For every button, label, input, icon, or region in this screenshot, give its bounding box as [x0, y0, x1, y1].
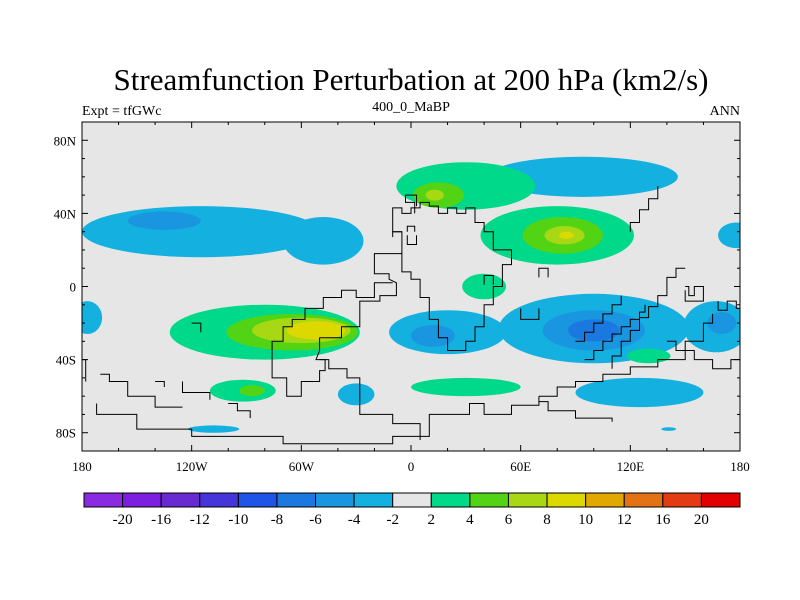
- colorbar-box-15: [662, 492, 702, 508]
- contour-arctic-asia-negative: [487, 156, 678, 197]
- colorbar-label-15: 20: [694, 512, 709, 528]
- coastline-18: [100, 373, 183, 408]
- contour-nh-pacific-negative-east: [283, 217, 364, 265]
- coastline-22: [392, 231, 402, 238]
- colorbar-box-9: [430, 492, 471, 508]
- colorbar-label-9: 4: [466, 512, 474, 528]
- coastline-1: [392, 201, 512, 351]
- contour-south-atlantic-negative: [337, 383, 375, 406]
- y-tick-label-0: 80N: [54, 133, 77, 148]
- colorbar-box-7: [353, 492, 394, 508]
- chart-title: Streamfunction Perturbation at 200 hPa (…: [114, 62, 709, 97]
- coastline-3: [406, 235, 417, 245]
- coastline-19: [228, 403, 251, 419]
- y-tick-label-1: 40N: [54, 206, 77, 221]
- coastline-2: [405, 194, 417, 214]
- colorbar-label-5: -6: [309, 512, 322, 528]
- colorbar-label-1: -16: [151, 512, 171, 528]
- x-tick-label-2: 60W: [289, 459, 315, 474]
- left-string: Expt = tfGWc: [82, 104, 161, 119]
- contour-nh-pacific-core: [127, 211, 201, 230]
- colorbar-box-14: [623, 492, 664, 508]
- contour-antarctic-negative: [188, 425, 240, 433]
- x-tick-label-6: 180: [730, 459, 750, 474]
- center-string: 400_0_MaBP: [372, 100, 450, 115]
- right-string: ANN: [710, 104, 740, 119]
- x-axis: 180 120W 60W 0 60E 120E 180: [72, 122, 750, 474]
- colorbar-label-6: -4: [348, 512, 361, 528]
- colorbar-box-13: [585, 492, 625, 508]
- contour-sh-pacific-peak: [286, 321, 346, 340]
- colorbar-label-13: 12: [617, 512, 632, 528]
- colorbar-label-14: 16: [655, 512, 671, 528]
- colorbar-box-11: [507, 492, 548, 508]
- colorbar-label-12: 10: [578, 512, 593, 528]
- contour-southern-ocean-negative: [575, 377, 704, 408]
- contour-nh-pacific-negative: [82, 206, 320, 258]
- y-axis: 80N 40N 0 40S 80S: [54, 133, 740, 441]
- coastline-0: [271, 218, 403, 397]
- colorbar-box-12: [546, 492, 587, 508]
- coastline-13: [684, 286, 704, 302]
- x-tick-label-4: 60E: [510, 459, 531, 474]
- contour-indian-small-positive: [626, 348, 671, 364]
- colorbar-label-7: -2: [386, 512, 399, 528]
- colorbar-box-1: [122, 492, 162, 508]
- coastline-23: [629, 186, 659, 232]
- coastline-17: [182, 381, 211, 400]
- y-tick-label-4: 80S: [56, 426, 76, 441]
- colorbar-box-8: [392, 492, 432, 508]
- colorbar-box-2: [160, 492, 201, 508]
- coastline-4: [406, 225, 416, 232]
- coastline-15: [666, 340, 740, 370]
- contour-europe-core-inner: [425, 189, 444, 201]
- colorbar-label-11: 8: [543, 512, 551, 528]
- coastline-6: [520, 308, 540, 320]
- colorbar-box-3: [199, 492, 239, 508]
- contour-india-ocean-positive: [462, 273, 507, 300]
- colorbar-label-3: -10: [228, 512, 248, 528]
- contour-sh-west-edge-negative: [82, 301, 103, 335]
- y-tick-label-3: 40S: [56, 353, 76, 368]
- contour-north-africa-positive: [396, 162, 536, 210]
- coastline-10: [611, 267, 686, 369]
- contour-asia-peak: [559, 231, 574, 239]
- coastline-7: [538, 267, 549, 278]
- colorbar-label-2: -12: [190, 512, 210, 528]
- colorbar: -20 -16 -12 -10 -8 -6 -4 -2 2 4 6 8 10 12 16 20: [83, 492, 741, 528]
- colorbar-box-4: [237, 492, 278, 508]
- colorbar-box-5: [276, 492, 317, 508]
- colorbar-label-4: -8: [271, 512, 284, 528]
- colorbar-label-8: 2: [428, 512, 436, 528]
- colorbar-label-10: 6: [505, 512, 513, 528]
- colorbar-box-0: [83, 492, 124, 508]
- x-tick-label-5: 120E: [617, 459, 645, 474]
- contour-south-pacific-core: [239, 385, 265, 397]
- contour-sh-indian-core: [411, 324, 455, 347]
- x-tick-label-0: 180: [72, 459, 92, 474]
- coastline-25: [155, 381, 165, 387]
- coastline-11: [584, 304, 646, 361]
- coastline-21: [538, 401, 613, 422]
- y-tick-label-2: 0: [70, 280, 77, 295]
- coastline-8: [96, 396, 540, 445]
- coastline-5: [483, 275, 494, 285]
- colorbar-box-6: [315, 492, 355, 508]
- coastline-24: [191, 322, 202, 333]
- contour-nh-dateline-east: [718, 222, 740, 249]
- coastline-12: [575, 295, 622, 342]
- x-tick-label-3: 0: [408, 459, 415, 474]
- colorbar-box-16: [700, 492, 741, 508]
- colorbar-box-10: [469, 492, 509, 508]
- contour-south-atlantic-positive: [411, 377, 521, 397]
- coastline-9: [538, 313, 714, 397]
- coastline-14: [717, 300, 740, 311]
- coastline-20: [319, 359, 421, 440]
- contour-sh-east-core: [707, 312, 737, 335]
- contour-fields: [82, 156, 740, 433]
- colorbar-label-0: -20: [113, 512, 133, 528]
- contour-antarctic-east-negative: [661, 427, 677, 431]
- x-tick-label-1: 120W: [176, 459, 209, 474]
